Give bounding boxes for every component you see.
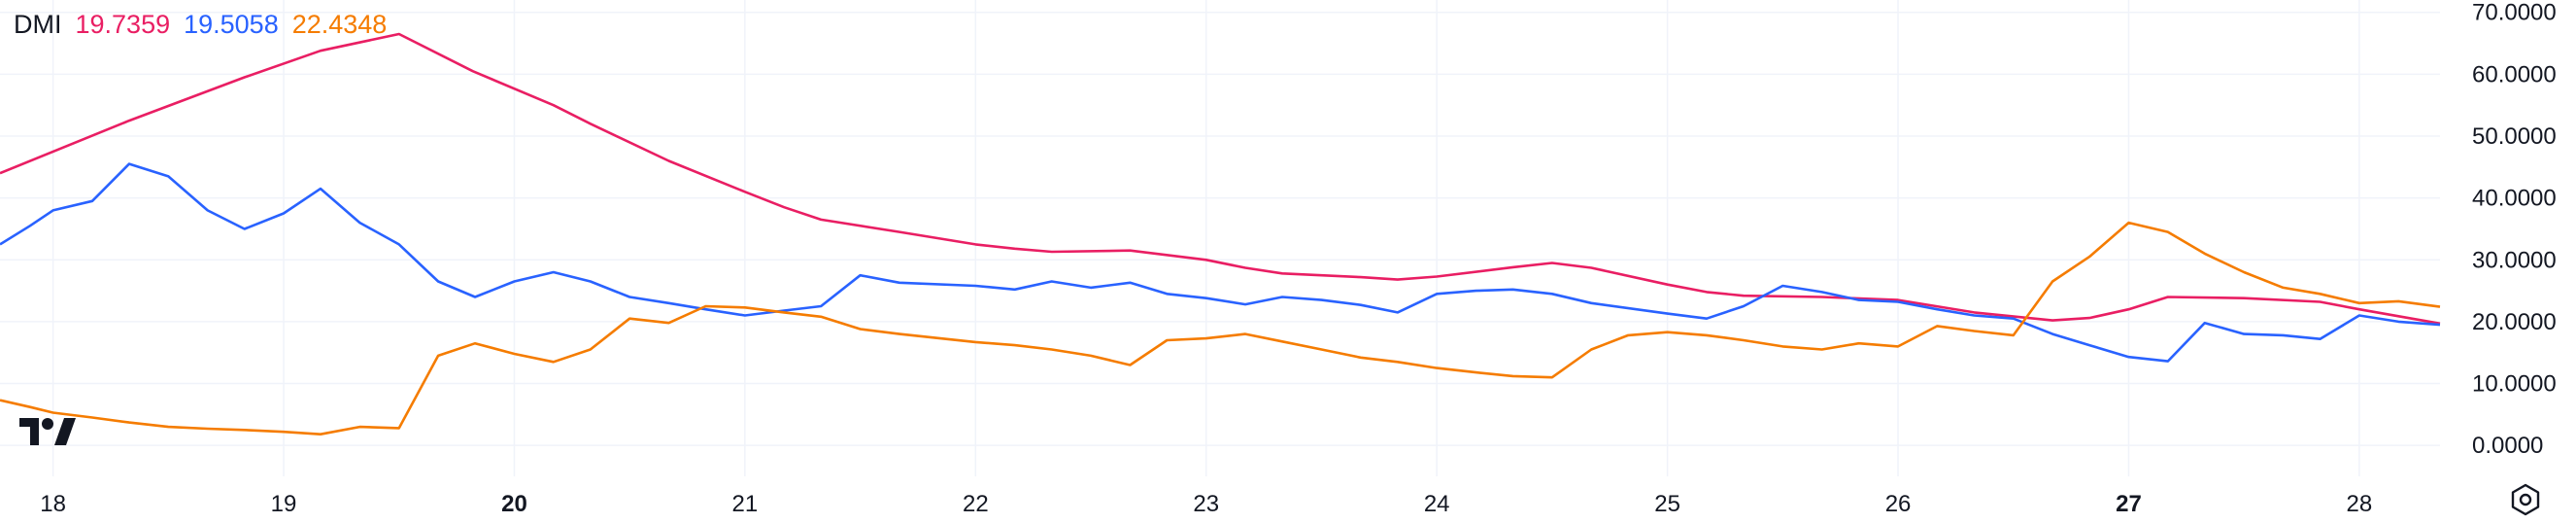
x-tick-label: 26 — [1885, 491, 1912, 517]
settings-gear-icon[interactable] — [2508, 482, 2543, 517]
y-tick-label: 20.0000 — [2472, 309, 2557, 335]
y-tick-label: 0.0000 — [2472, 433, 2543, 459]
x-tick-label: 25 — [1654, 491, 1680, 517]
adx-value: 22.4348 — [291, 10, 388, 39]
y-tick-label: 50.0000 — [2472, 123, 2557, 150]
x-tick-label: 23 — [1193, 491, 1219, 517]
x-tick-label: 20 — [501, 491, 527, 517]
x-tick-label: 21 — [732, 491, 759, 517]
x-axis: 18 19 20 21 22 23 24 25 26 27 28 — [40, 491, 2372, 517]
adx-line — [0, 221, 2441, 436]
y-tick-label: 60.0000 — [2472, 61, 2557, 87]
x-tick-label: 19 — [271, 491, 297, 517]
minus_di-line — [0, 162, 2441, 363]
y-tick-label: 10.0000 — [2472, 371, 2557, 398]
grid-lines — [0, 0, 2440, 476]
indicator-legend[interactable]: DMI 19.7359 19.5058 22.4348 — [14, 10, 387, 40]
plus_di-line — [0, 32, 2441, 326]
series-layer — [0, 32, 2441, 436]
minus-di-value: 19.5058 — [184, 10, 279, 39]
plus-di-value: 19.7359 — [75, 10, 171, 39]
x-tick-label: 28 — [2347, 491, 2373, 517]
x-tick-label: 18 — [40, 491, 66, 517]
x-tick-label: 27 — [2116, 491, 2142, 517]
y-axis: 70.0000 60.0000 50.0000 40.0000 30.0000 20.00… — [2472, 0, 2557, 459]
x-tick-label: 24 — [1424, 491, 1450, 517]
indicator-name[interactable]: DMI — [14, 10, 62, 39]
y-tick-label: 70.0000 — [2472, 0, 2557, 26]
y-tick-label: 40.0000 — [2472, 186, 2557, 212]
y-tick-label: 30.0000 — [2472, 247, 2557, 273]
tradingview-logo-icon[interactable] — [17, 412, 80, 451]
x-tick-label: 22 — [963, 491, 989, 517]
